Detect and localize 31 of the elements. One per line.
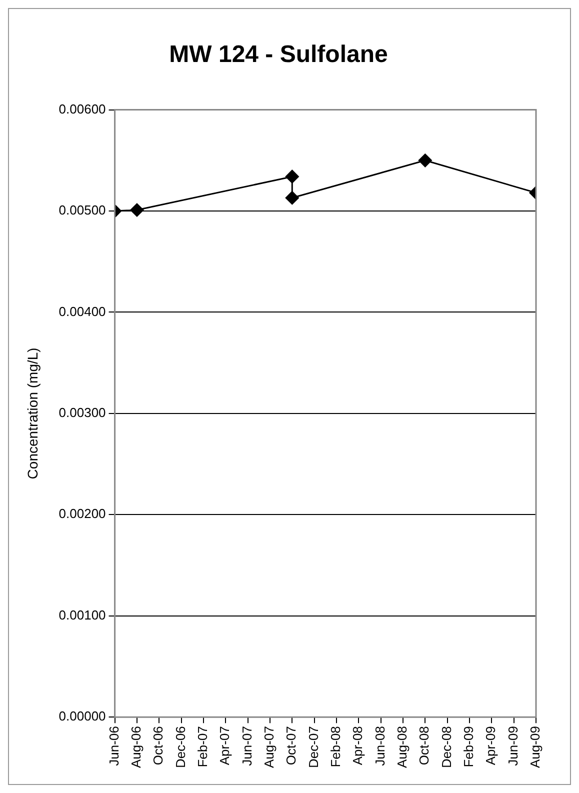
x-tick-label: Feb-07 — [195, 726, 210, 768]
x-tick-label: Apr-08 — [350, 726, 366, 766]
x-tick-label: Jun-07 — [239, 726, 254, 766]
x-tick-label: Feb-09 — [461, 726, 476, 768]
y-axis-title: Concentration (mg/L) — [24, 348, 40, 480]
x-tick-label: Apr-07 — [217, 726, 232, 766]
y-tick-label: 0.00000 — [58, 708, 106, 724]
x-tick-label: Oct-07 — [284, 726, 299, 766]
y-tick-label: 0.00400 — [58, 304, 106, 319]
x-tick-label: Jun-08 — [372, 726, 388, 766]
x-tick-label: Jun-06 — [106, 726, 122, 766]
x-tick-label: Aug-09 — [528, 726, 543, 768]
y-tick-label: 0.00300 — [58, 405, 106, 420]
x-tick-label: Oct-08 — [416, 726, 432, 766]
y-tick-label: 0.00100 — [58, 607, 106, 622]
x-tick-label: Dec-08 — [438, 726, 454, 768]
x-tick-label: Aug-07 — [262, 726, 277, 768]
y-tick-label: 0.00600 — [58, 101, 106, 116]
x-tick-label: Apr-09 — [483, 726, 498, 766]
x-tick-label: Aug-06 — [128, 726, 144, 768]
x-tick-label: Feb-08 — [328, 726, 344, 768]
point — [285, 191, 299, 205]
y-tick-label: 0.00200 — [58, 506, 106, 522]
x-tick-label: Jun-09 — [505, 726, 520, 766]
x-tick-label: Oct-06 — [150, 726, 166, 766]
y-tick-label: 0.00500 — [58, 202, 106, 218]
x-tick-label: Aug-08 — [394, 726, 410, 768]
x-tick-label: Dec-07 — [306, 726, 321, 768]
point — [285, 170, 299, 184]
x-tick-label: Dec-06 — [172, 726, 188, 768]
chart-title: MW 124 - Sulfolane — [169, 41, 388, 68]
